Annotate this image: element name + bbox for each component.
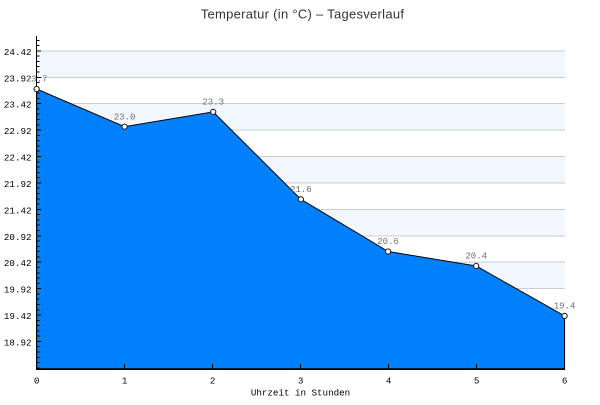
svg-text:3: 3 [298, 376, 304, 387]
svg-text:19.92: 19.92 [4, 285, 32, 296]
svg-text:5: 5 [474, 376, 480, 387]
svg-text:22.92: 22.92 [4, 126, 32, 137]
svg-text:24.42: 24.42 [4, 47, 32, 58]
svg-text:1: 1 [122, 376, 128, 387]
svg-text:21.6: 21.6 [290, 185, 312, 195]
svg-text:6: 6 [562, 376, 568, 387]
svg-text:19.42: 19.42 [4, 311, 32, 322]
svg-text:Temperatur (in °C) – Tagesverl: Temperatur (in °C) – Tagesverlauf [201, 7, 405, 22]
svg-text:23.7: 23.7 [26, 75, 48, 85]
svg-text:20.4: 20.4 [465, 252, 487, 262]
svg-text:23.92: 23.92 [4, 73, 32, 84]
svg-text:19.4: 19.4 [554, 302, 576, 312]
svg-text:18.92: 18.92 [4, 337, 32, 348]
svg-text:Uhrzeit in Stunden: Uhrzeit in Stunden [251, 387, 350, 398]
svg-text:23.3: 23.3 [202, 98, 224, 108]
svg-text:0: 0 [34, 376, 40, 387]
svg-text:23.0: 23.0 [114, 112, 136, 122]
svg-text:20.42: 20.42 [4, 258, 32, 269]
svg-text:20.92: 20.92 [4, 232, 32, 243]
svg-text:21.42: 21.42 [4, 205, 32, 216]
svg-text:4: 4 [386, 376, 392, 387]
svg-text:22.42: 22.42 [4, 153, 32, 164]
svg-text:23.42: 23.42 [4, 100, 32, 111]
svg-text:20.6: 20.6 [377, 237, 399, 247]
svg-text:21.92: 21.92 [4, 179, 32, 190]
svg-text:2: 2 [210, 376, 216, 387]
